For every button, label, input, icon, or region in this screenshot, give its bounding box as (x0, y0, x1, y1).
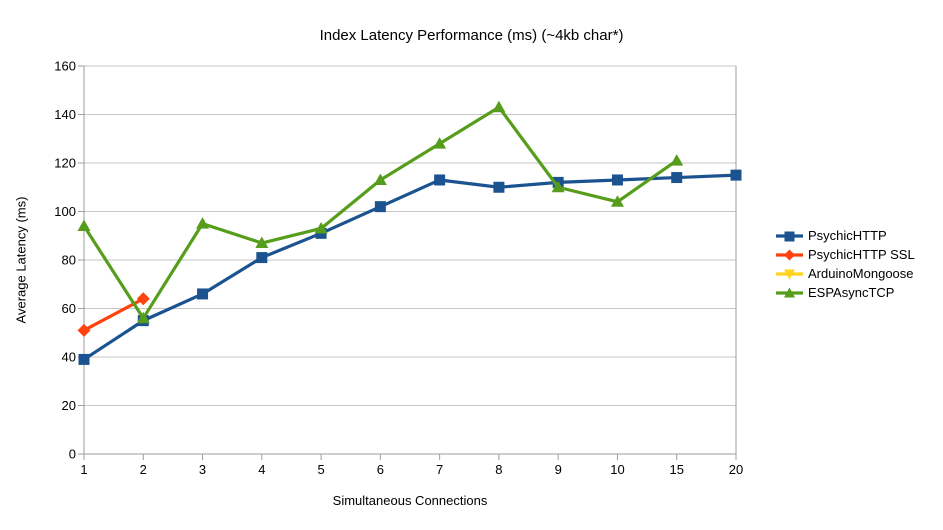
series-psychichttp-line (83, 173, 737, 361)
x-tick-label: 3 (199, 462, 206, 477)
x-tick-label: 20 (729, 462, 743, 477)
series-psychichttp-marker (78, 353, 90, 365)
x-tick-label: 9 (555, 462, 562, 477)
series-espasynctcp-line (82, 105, 678, 320)
legend-item-espasynctcp: ESPAsyncTCP (776, 283, 915, 302)
series-psychichttp-ssl-marker (77, 323, 91, 337)
series-psychichttp-marker (374, 201, 386, 213)
series-psychichttp-marker (730, 169, 742, 181)
series-psychichttp-ssl-marker (136, 292, 150, 306)
series-espasynctcp-marker (136, 311, 150, 324)
x-tick-label: 8 (495, 462, 502, 477)
series-espasynctcp-marker (196, 217, 210, 229)
legend-label: PsychicHTTP SSL (808, 247, 915, 262)
series-espasynctcp-marker (373, 173, 387, 185)
espasynctcp-legend-marker-icon (776, 287, 803, 297)
legend-item-arduinomongoose: ArduinoMongoose (776, 264, 915, 283)
y-tick-label: 80 (62, 253, 76, 268)
series-espasynctcp-marker (670, 154, 684, 166)
y-tick-label: 160 (54, 59, 76, 74)
series-espasynctcp-marker (492, 100, 506, 113)
series-psychichttp-marker (611, 174, 623, 186)
chart-title: Index Latency Performance (ms) (~4kb cha… (319, 27, 624, 44)
psychichttp-legend-marker-icon (776, 231, 803, 241)
series-espasynctcp-marker (255, 236, 269, 249)
x-tick-label: 6 (377, 462, 384, 477)
series-espasynctcp-marker (610, 195, 624, 207)
x-tick-label: 4 (258, 462, 265, 477)
legend-label: ESPAsyncTCP (808, 285, 895, 300)
legend-item-psychichttp: PsychicHTTP (776, 226, 915, 245)
y-tick-label: 60 (62, 301, 76, 316)
series-psychichttp-marker (256, 252, 268, 264)
series-espasynctcp-marker (551, 180, 565, 193)
x-axis-title: Simultaneous Connections (332, 493, 488, 508)
series-espasynctcp-marker (433, 137, 447, 149)
y-tick-label: 20 (62, 398, 76, 413)
x-tick-label: 5 (317, 462, 324, 477)
legend-label: PsychicHTTP (808, 228, 887, 243)
x-tick-label: 10 (610, 462, 624, 477)
y-tick-label: 140 (54, 107, 76, 122)
y-tick-label: 0 (69, 447, 76, 462)
y-tick-label: 40 (62, 350, 76, 365)
series-espasynctcp-marker (77, 219, 91, 232)
series-psychichttp-marker (493, 181, 505, 193)
x-tick-label: 1 (80, 462, 87, 477)
x-tick-label: 7 (436, 462, 443, 477)
x-tick-label: 15 (669, 462, 683, 477)
series-psychichttp-marker (671, 172, 683, 184)
x-tick-label: 2 (140, 462, 147, 477)
psychichttp-ssl-legend-marker-icon (776, 249, 803, 260)
legend-label: ArduinoMongoose (808, 266, 914, 281)
legend-item-psychichttp-ssl: PsychicHTTP SSL (776, 245, 915, 264)
series-espasynctcp-marker (314, 221, 328, 234)
legend: PsychicHTTP PsychicHTTP SSL ArduinoMongoos… (776, 226, 915, 302)
y-axis-title: Average Latency (ms) (13, 196, 29, 324)
series-psychichttp-marker (434, 174, 446, 186)
arduinomongoose-legend-marker-icon (776, 269, 803, 279)
y-tick-label: 120 (54, 156, 76, 171)
series-psychichttp-marker (197, 288, 209, 300)
y-tick-label: 100 (54, 204, 76, 219)
